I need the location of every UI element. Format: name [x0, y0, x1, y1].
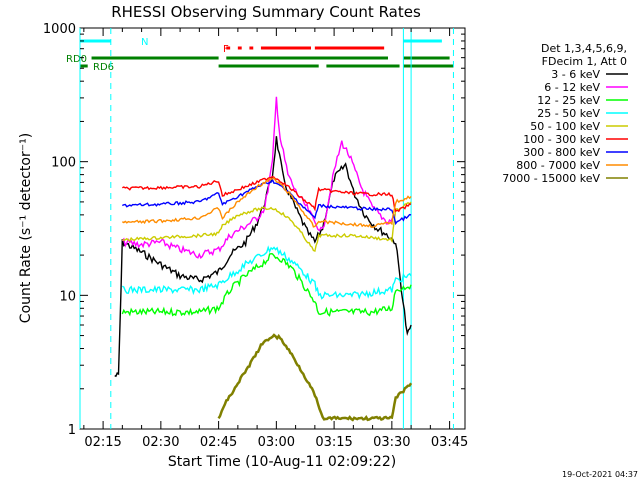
legend-entry-label: 7000 - 15000 keV	[502, 172, 600, 185]
y-axis-label: Count Rate (s⁻¹ detector⁻¹)	[18, 133, 34, 323]
series-line	[121, 177, 412, 229]
x-tick-label: 02:15	[84, 435, 121, 450]
generation-timestamp: 19-Oct-2021 04:37	[562, 470, 638, 479]
plot-frame	[79, 27, 466, 430]
flag-label-rd6: RD6	[93, 62, 114, 73]
legend-entry-label: 25 - 50 keV	[537, 107, 600, 120]
legend-entry-label: 100 - 300 keV	[523, 133, 600, 146]
legend-entry-label: 3 - 6 keV	[551, 68, 600, 81]
flag-bars: N F RD0 RD6	[66, 37, 454, 73]
series-line	[121, 96, 396, 259]
legend-header: FDecim 1, Att 0	[542, 55, 627, 68]
chart-title: RHESSI Observing Summary Count Rates	[111, 3, 421, 21]
flag-label-f: F	[223, 44, 229, 55]
y-tick-label: 100	[51, 156, 76, 171]
y-tick-label: 1	[68, 423, 76, 438]
x-tick-label: 03:30	[373, 435, 410, 450]
series-line	[114, 136, 412, 378]
series-line	[217, 333, 413, 422]
flag-label-n: N	[141, 37, 148, 48]
x-tick-label: 03:00	[258, 435, 295, 450]
series-line	[122, 245, 412, 300]
legend-entry-label: 300 - 800 keV	[523, 146, 600, 159]
flag-label-rd0: RD0	[66, 54, 87, 65]
data-series	[114, 96, 413, 422]
legend-entry-label: 6 - 12 keV	[544, 81, 600, 94]
vertical-markers	[79, 28, 454, 429]
x-tick-label: 03:15	[315, 435, 352, 450]
y-axis: 1 10 100 1000	[43, 22, 465, 438]
legend-header: Det 1,3,4,5,6,9,	[541, 42, 627, 55]
y-tick-label: 10	[59, 289, 76, 304]
series-line	[121, 252, 412, 317]
series-line	[122, 178, 412, 226]
series-line	[122, 201, 412, 253]
legend: Det 1,3,4,5,6,9,FDecim 1, Att 03 - 6 keV…	[502, 42, 628, 185]
legend-entry-label: 12 - 25 keV	[537, 94, 600, 107]
x-tick-label: 03:45	[431, 435, 468, 450]
x-axis: 02:15 02:30 02:45 03:00 03:15 03:30 03:45	[83, 28, 468, 450]
legend-entry-label: 800 - 7000 keV	[516, 159, 600, 172]
y-tick-label: 1000	[43, 22, 76, 37]
series-line	[121, 175, 412, 213]
x-tick-label: 02:30	[142, 435, 179, 450]
x-axis-label: Start Time (10-Aug-11 02:09:22)	[168, 454, 396, 470]
x-tick-label: 02:45	[200, 435, 237, 450]
legend-entry-label: 50 - 100 keV	[530, 120, 600, 133]
